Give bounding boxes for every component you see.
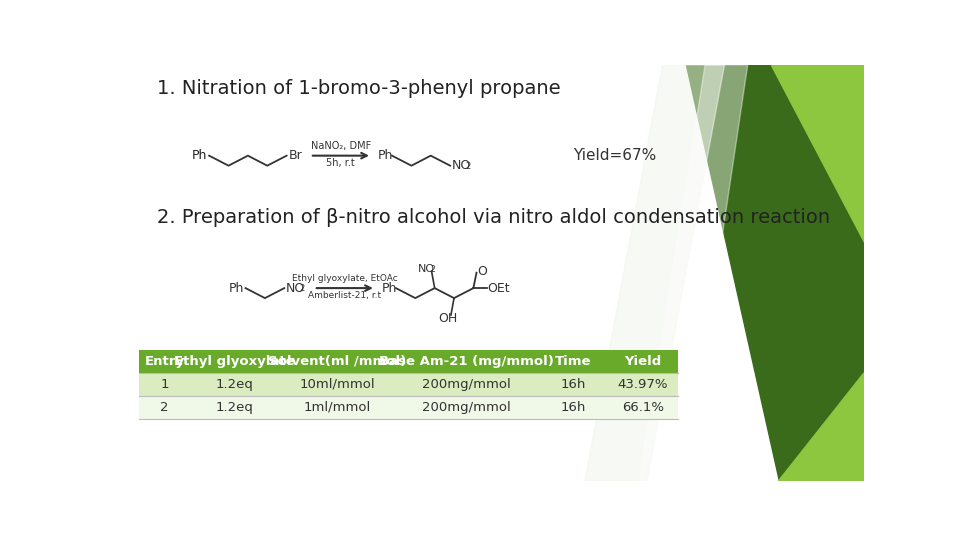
- Text: 1: 1: [160, 378, 169, 391]
- Polygon shape: [120, 65, 864, 481]
- Text: 1ml/mmol: 1ml/mmol: [303, 401, 371, 414]
- Polygon shape: [685, 65, 864, 481]
- Polygon shape: [756, 65, 864, 219]
- Text: 1. Nitration of 1-bromo-3-phenyl propane: 1. Nitration of 1-bromo-3-phenyl propane: [157, 79, 561, 98]
- Polygon shape: [771, 65, 864, 242]
- Text: 2. Preparation of β-nitro alcohol via nitro aldol condensation reaction: 2. Preparation of β-nitro alcohol via ni…: [157, 208, 830, 227]
- Text: Ph: Ph: [228, 281, 244, 295]
- Text: 1.2eq: 1.2eq: [215, 378, 253, 391]
- Text: 2: 2: [160, 401, 169, 414]
- Text: OEt: OEt: [488, 281, 510, 295]
- Text: Ph: Ph: [192, 149, 207, 162]
- Text: 43.97%: 43.97%: [618, 378, 668, 391]
- Text: Base Am-21 (mg/mmol): Base Am-21 (mg/mmol): [379, 355, 554, 368]
- Text: 2: 2: [300, 284, 305, 293]
- Text: O: O: [477, 265, 487, 278]
- Text: 16h: 16h: [561, 401, 586, 414]
- Text: 200mg/mmol: 200mg/mmol: [422, 401, 511, 414]
- Text: 2: 2: [466, 162, 471, 171]
- Bar: [139, 396, 678, 419]
- Text: 200mg/mmol: 200mg/mmol: [422, 378, 511, 391]
- Text: 5h, r.t: 5h, r.t: [326, 158, 355, 168]
- Text: Time: Time: [555, 355, 591, 368]
- Text: 2: 2: [431, 265, 436, 274]
- Text: Solvent(ml /mmol): Solvent(ml /mmol): [268, 355, 406, 368]
- Text: NO: NO: [452, 159, 471, 172]
- Text: OH: OH: [439, 312, 458, 325]
- Text: Amberlist-21, r.t: Amberlist-21, r.t: [308, 291, 381, 300]
- Text: Ethyl glyoxylate, EtOAc: Ethyl glyoxylate, EtOAc: [292, 274, 397, 284]
- Polygon shape: [685, 65, 864, 481]
- Polygon shape: [779, 373, 864, 481]
- Text: Yield=67%: Yield=67%: [573, 148, 656, 163]
- Polygon shape: [585, 65, 725, 481]
- Bar: [139, 373, 678, 396]
- Text: Ph: Ph: [378, 149, 394, 162]
- Text: Br: Br: [289, 149, 302, 162]
- Text: 66.1%: 66.1%: [622, 401, 664, 414]
- Text: Yield: Yield: [625, 355, 661, 368]
- Text: Ethyl glyoxylate: Ethyl glyoxylate: [174, 355, 295, 368]
- Text: 1.2eq: 1.2eq: [215, 401, 253, 414]
- Text: NO: NO: [286, 281, 305, 295]
- Bar: [139, 350, 678, 373]
- Text: Ph: Ph: [382, 281, 397, 295]
- Text: 10ml/mmol: 10ml/mmol: [300, 378, 374, 391]
- Text: NaNO₂, DMF: NaNO₂, DMF: [311, 141, 371, 151]
- Text: 16h: 16h: [561, 378, 586, 391]
- Text: NO: NO: [418, 264, 435, 274]
- Text: Entry: Entry: [145, 355, 184, 368]
- Polygon shape: [639, 65, 748, 481]
